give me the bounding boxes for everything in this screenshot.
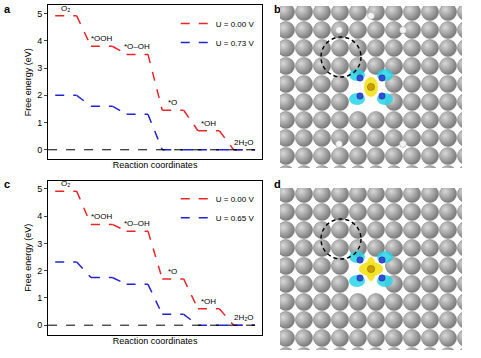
svg-text:b: b [274,3,281,15]
svg-text:*O–OH: *O–OH [124,42,150,51]
svg-text:Free energy (eV): Free energy (eV) [23,48,33,116]
svg-text:2: 2 [37,266,42,276]
svg-text:1: 1 [37,118,42,128]
svg-text:0: 0 [37,320,42,330]
svg-text:1: 1 [37,293,42,303]
svg-text:U = 0.65 V: U = 0.65 V [216,214,255,223]
svg-text:Reaction coordinates: Reaction coordinates [113,160,198,170]
svg-text:2H₂O: 2H₂O [234,313,254,322]
svg-text:*OH: *OH [201,119,216,128]
svg-text:Free energy (eV): Free energy (eV) [23,224,33,292]
svg-text:a: a [4,3,11,15]
svg-text:U = 0.00 V: U = 0.00 V [216,195,255,204]
svg-text:O₂: O₂ [61,4,70,13]
svg-text:*OH: *OH [201,297,216,306]
svg-text:5: 5 [37,184,42,194]
svg-text:Reaction coordinates: Reaction coordinates [113,336,198,346]
svg-text:3: 3 [37,239,42,249]
svg-text:2H₂O: 2H₂O [234,138,254,147]
svg-text:2: 2 [37,90,42,100]
svg-text:0: 0 [37,145,42,155]
svg-text:*OOH: *OOH [91,212,113,221]
svg-text:O₂: O₂ [61,179,70,188]
svg-text:5: 5 [37,9,42,19]
svg-text:*OOH: *OOH [91,34,113,43]
svg-text:*O–OH: *O–OH [124,219,150,228]
svg-text:4: 4 [37,211,42,221]
svg-text:4: 4 [37,36,42,46]
svg-text:d: d [274,178,281,190]
svg-text:*O: *O [168,98,177,107]
svg-text:c: c [4,178,10,190]
svg-text:U = 0.73 V: U = 0.73 V [216,39,255,48]
svg-text:*O: *O [168,267,177,276]
svg-text:3: 3 [37,63,42,73]
svg-text:U = 0.00 V: U = 0.00 V [216,20,255,29]
